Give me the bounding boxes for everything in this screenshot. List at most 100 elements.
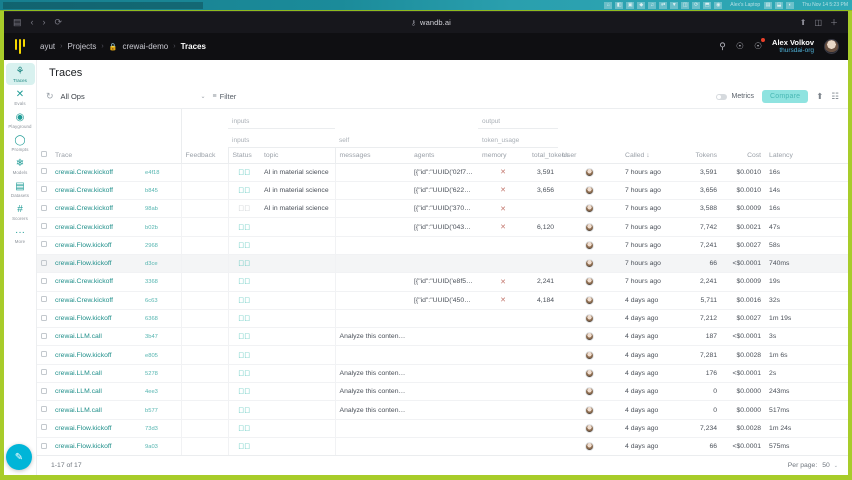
row-select-checkbox-cell[interactable] [37, 382, 51, 402]
metrics-toggle[interactable]: Metrics [716, 93, 754, 100]
row-select-checkbox-cell[interactable] [37, 437, 51, 455]
wandb-logo-icon[interactable] [4, 39, 30, 54]
trace-link[interactable]: crewai.Flow.kickoff [55, 315, 112, 323]
tabs-icon[interactable]: ◫ [814, 18, 822, 27]
tray-icon[interactable]: ♫ [648, 1, 657, 9]
cell-feedback[interactable] [180, 437, 229, 455]
tray-icon[interactable]: ⇄ [659, 1, 668, 9]
row-select-checkbox-cell[interactable] [37, 199, 51, 219]
tray-icon[interactable]: ⬓ [775, 1, 784, 9]
cell-feedback[interactable] [180, 254, 229, 274]
traces-table-wrapper[interactable]: inputs output inputs self token_usage [37, 109, 848, 455]
cell-feedback[interactable] [180, 327, 229, 347]
user-info[interactable]: Alex Volkov thursdai-org [772, 38, 814, 54]
row-select-checkbox-cell[interactable] [37, 291, 51, 310]
filter-button[interactable]: ≡ Filter [213, 92, 237, 101]
table-row[interactable]: crewai.Crew.kickoff b02b ✔⃝ [{"id":"UUID('0… [37, 217, 848, 237]
column-header-called[interactable]: Called ↓ [621, 147, 674, 164]
trace-link[interactable]: crewai.Crew.kickoff [55, 223, 114, 231]
column-header-trace[interactable]: Trace [51, 147, 182, 164]
row-select-checkbox-cell[interactable] [37, 272, 51, 292]
cell-trace[interactable]: crewai.Flow.kickoff [51, 419, 141, 438]
export-icon[interactable]: ⬆ [816, 91, 824, 101]
cell-feedback[interactable] [180, 345, 229, 365]
trace-link[interactable]: crewai.Crew.kickoff [55, 296, 114, 304]
table-row[interactable]: crewai.LLM.call b577 ✔⃝ Analyze this conten… [37, 400, 848, 420]
sidebar-item-evals[interactable]: ✕ Evals [6, 86, 35, 108]
table-row[interactable]: crewai.Crew.kickoff e4f18 ✔⃝ AI in material… [37, 163, 848, 182]
trace-link[interactable]: crewai.Flow.kickoff [55, 241, 112, 249]
reload-icon[interactable]: ⟳ [54, 17, 63, 27]
ops-filter-select[interactable]: All Ops ⌄ [61, 89, 206, 105]
row-select-checkbox-cell[interactable] [37, 217, 51, 237]
table-row[interactable]: crewai.Crew.kickoff 98ab ✔⃝ AI in material … [37, 199, 848, 219]
table-row[interactable]: crewai.Flow.kickoff 6368 ✔⃝ 4 days ago 7,212… [37, 309, 848, 329]
sidebar-item-models[interactable]: ❄ Models [6, 155, 35, 177]
table-row[interactable]: crewai.LLM.call 5278 ✔⃝ Analyze this conten… [37, 364, 848, 384]
help-icon[interactable]: ☉ [754, 37, 766, 52]
select-all-checkbox-cell[interactable] [37, 147, 51, 164]
bell-icon[interactable]: ☉ [735, 40, 744, 51]
compare-button[interactable]: Compare [762, 90, 809, 103]
cell-feedback[interactable] [180, 181, 229, 201]
column-header-latency[interactable]: Latency [765, 147, 848, 164]
sidebar-item-playground[interactable]: ◉ Playground [6, 109, 35, 131]
table-row[interactable]: crewai.LLM.call 4ee3 ✔⃝ Analyze this conten… [37, 382, 848, 402]
select-all-checkbox[interactable] [41, 150, 47, 157]
row-select-checkbox-cell[interactable] [37, 309, 51, 329]
table-row[interactable]: crewai.Flow.kickoff d3ce ✔⃝ 7 hours ago 66 <$… [37, 254, 848, 274]
sidebar-item-scorers[interactable]: # Scorers [6, 201, 35, 223]
table-row[interactable]: crewai.Flow.kickoff e805 ✔⃝ 4 days ago 7,281… [37, 345, 848, 365]
table-row[interactable]: crewai.Flow.kickoff 73d3 ✔⃝ 4 days ago 7,234… [37, 419, 848, 438]
cell-feedback[interactable] [180, 199, 229, 219]
tray-icon[interactable]: ⟳ [692, 1, 701, 9]
browser-url-bar[interactable]: ⚷ wandb.ai [62, 18, 800, 27]
row-checkbox[interactable] [41, 259, 47, 266]
cell-feedback[interactable] [180, 291, 229, 310]
cell-trace[interactable]: crewai.Crew.kickoff [51, 163, 141, 182]
tray-icon[interactable]: ▼ [670, 1, 679, 9]
forward-icon[interactable]: › [42, 17, 46, 27]
trace-link[interactable]: crewai.LLM.call [55, 388, 102, 396]
cell-trace[interactable]: crewai.LLM.call [51, 364, 141, 384]
row-checkbox[interactable] [41, 168, 47, 175]
trace-link[interactable]: crewai.Crew.kickoff [55, 186, 114, 194]
row-checkbox[interactable] [41, 277, 47, 284]
tray-icon[interactable]: ▣ [626, 1, 635, 9]
row-checkbox[interactable] [41, 442, 47, 449]
row-checkbox[interactable] [41, 204, 47, 211]
row-select-checkbox-cell[interactable] [37, 345, 51, 365]
sidebar-item-datasets[interactable]: ▤ Datasets [6, 178, 35, 200]
sidebar-item-more[interactable]: ··· More [6, 224, 35, 246]
cell-trace[interactable]: crewai.Crew.kickoff [51, 199, 141, 219]
row-checkbox[interactable] [41, 296, 47, 303]
cell-trace[interactable]: crewai.LLM.call [51, 382, 141, 402]
tray-icon[interactable]: ◆ [637, 1, 646, 9]
sidebar-toggle-icon[interactable]: ▤ [13, 17, 22, 27]
trace-link[interactable]: crewai.LLM.call [55, 406, 102, 414]
table-row[interactable]: crewai.Flow.kickoff 2968 ✔⃝ 7 hours ago 7,24… [37, 236, 848, 255]
column-header-memory[interactable]: memory [478, 147, 529, 164]
row-checkbox[interactable] [41, 314, 47, 321]
cell-trace[interactable]: crewai.LLM.call [51, 400, 141, 420]
trace-link[interactable]: crewai.Crew.kickoff [55, 168, 114, 176]
row-checkbox[interactable] [41, 332, 47, 339]
cell-trace[interactable]: crewai.Crew.kickoff [51, 291, 141, 310]
new-tab-icon[interactable]: ＋ [830, 18, 838, 27]
cell-feedback[interactable] [180, 364, 229, 384]
tray-icon[interactable]: ⌂ [604, 1, 613, 9]
cell-trace[interactable]: crewai.Crew.kickoff [51, 272, 141, 292]
trace-link[interactable]: crewai.Flow.kickoff [55, 424, 112, 432]
row-checkbox[interactable] [41, 424, 47, 431]
column-header-topic[interactable]: topic [260, 147, 336, 164]
cell-feedback[interactable] [180, 236, 229, 255]
trace-link[interactable]: crewai.Flow.kickoff [55, 260, 112, 268]
cell-trace[interactable]: crewai.Flow.kickoff [51, 309, 141, 329]
avatar[interactable] [824, 38, 839, 54]
tray-icon[interactable]: ◧ [615, 1, 624, 9]
search-icon[interactable]: ⚲ [719, 40, 726, 51]
sidebar-item-traces[interactable]: ⚘ Traces [5, 63, 35, 85]
breadcrumb-item-project[interactable]: crewai-demo [122, 42, 169, 51]
row-select-checkbox-cell[interactable] [37, 364, 51, 384]
row-select-checkbox-cell[interactable] [37, 236, 51, 255]
